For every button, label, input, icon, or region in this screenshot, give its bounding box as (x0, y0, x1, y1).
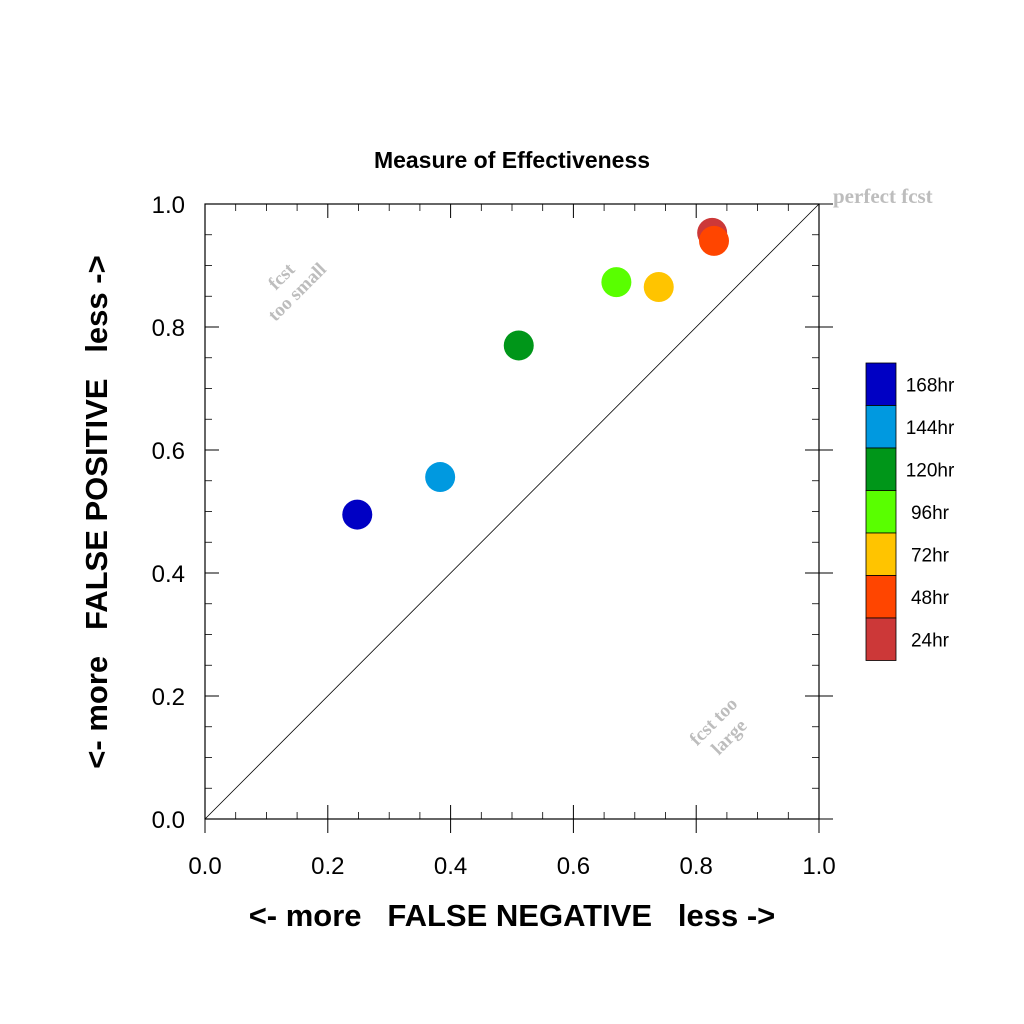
data-point-168hr (342, 499, 373, 530)
data-point-96hr (601, 267, 632, 298)
diagonal-line (204, 203, 820, 820)
legend-label-48hr: 48hr (911, 588, 950, 609)
y-tick-label: 0.8 (152, 315, 185, 342)
x-tick-label: 0.2 (311, 853, 344, 880)
legend-swatch-168hr (865, 362, 897, 406)
fcst-too-small-annotation: fcst too small (264, 259, 331, 326)
y-tick-label: 0.6 (152, 438, 185, 465)
data-point-120hr (503, 330, 534, 361)
y-tick-label: 0.4 (152, 561, 185, 588)
legend-swatch-48hr (865, 575, 897, 619)
legend-swatch-96hr (865, 490, 897, 534)
legend-label-168hr: 168hr (906, 375, 955, 396)
y-axis-label: <- more FALSE POSITIVE less -> (79, 255, 114, 768)
y-tick-label: 0.0 (152, 807, 185, 834)
x-axis-label: <- more FALSE NEGATIVE less -> (249, 898, 776, 933)
data-point-72hr (643, 272, 674, 303)
x-tick-label: 0.6 (557, 853, 590, 880)
legend-label-144hr: 144hr (906, 418, 955, 439)
chart-title: Measure of Effectiveness (374, 147, 650, 173)
data-point-144hr (425, 462, 456, 493)
legend-label-96hr: 96hr (911, 503, 950, 524)
legend-label-24hr: 24hr (911, 630, 950, 651)
legend-swatch-72hr (865, 532, 897, 576)
x-tick-label: 0.4 (434, 853, 467, 880)
legend-label-72hr: 72hr (911, 545, 950, 566)
legend-swatch-24hr (865, 617, 897, 661)
data-point-48hr (699, 225, 730, 256)
plot-area: 0.0 0.2 0.4 0.6 0.8 1.0 0.0 0.2 0.4 0.6 0.8 1.0 (152, 192, 836, 880)
legend-swatch-144hr (865, 405, 897, 449)
legend-swatch-120hr (865, 447, 897, 491)
x-tick-label: 0.0 (188, 853, 221, 880)
legend: 168hr 144hr 120hr 96hr 72hr 48hr 24hr (865, 362, 955, 661)
y-tick-label: 0.2 (152, 684, 185, 711)
perfect-fcst-annotation: perfect fcst (833, 184, 933, 208)
x-tick-label: 0.8 (680, 853, 713, 880)
y-tick-label: 1.0 (152, 192, 185, 219)
legend-label-120hr: 120hr (906, 460, 955, 481)
x-tick-label: 1.0 (802, 853, 835, 880)
fcst-too-large-annotation: fcst too large (686, 694, 752, 760)
